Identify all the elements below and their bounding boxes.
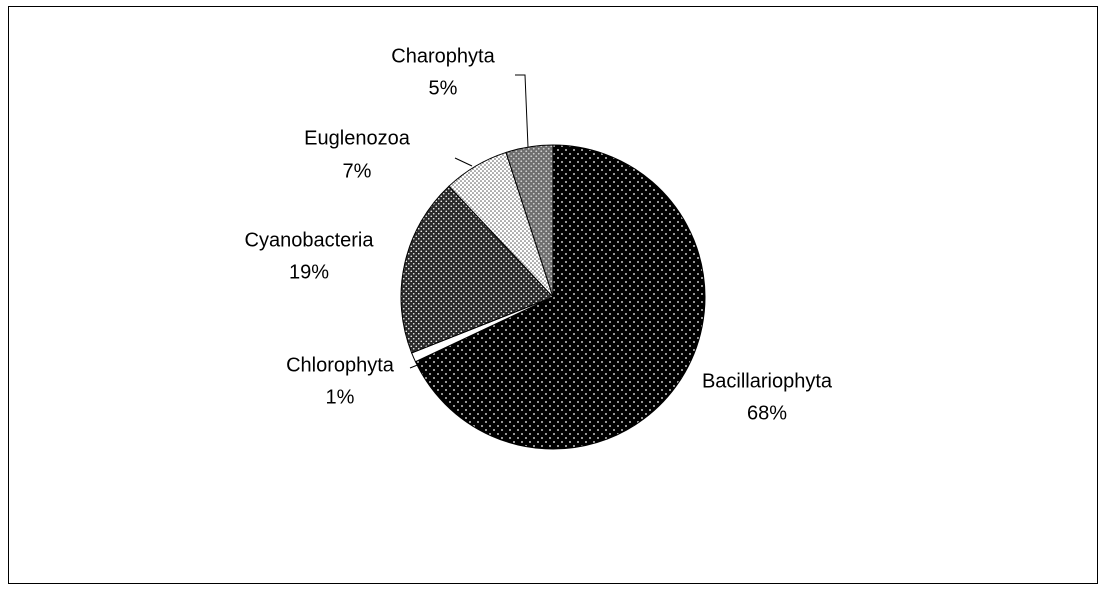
leader-line [515,74,529,148]
slice-label: Charophyta [391,45,495,67]
slice-label: Euglenozoa [304,127,411,149]
slice-label: Bacillariophyta [702,370,833,392]
slice-label: Chlorophyta [286,354,395,376]
slice-value-label: 7% [343,160,372,182]
slice-value-label: 5% [429,77,458,99]
leader-line [454,157,473,167]
leader-line [409,363,421,369]
slice-value-label: 1% [326,386,355,408]
pie-slice [400,185,554,354]
slice-value-label: 19% [289,261,329,283]
slice-value-label: 68% [747,402,787,424]
pie-slice [414,144,706,450]
slice-label: Cyanobacteria [245,229,375,251]
pie-slice [505,144,554,298]
